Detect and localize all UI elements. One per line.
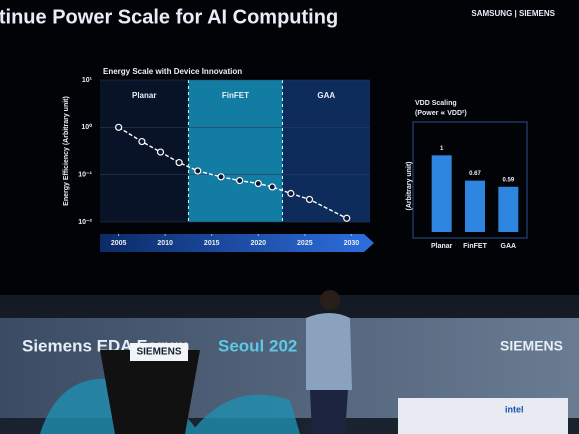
data-point [268,183,276,191]
x-tick-label: GAA [501,243,517,250]
data-point [236,176,244,185]
banner-city: Seoul 202 [218,336,297,355]
logos: SAMSUNG | SIEMENS [471,9,555,18]
x-axis-band [100,234,374,252]
data-point [287,189,295,198]
value-label: 1 [440,146,444,152]
x-tick-label: 2010 [157,240,173,247]
region-label: FinFET [222,91,249,100]
x-tick-label: 2020 [250,240,266,247]
x-tick-label: Planar [431,243,453,250]
y-tick-label: 10⁰ [81,123,92,131]
slide-title: Continue Power Scale for AI Computing [0,6,338,28]
speaker [306,290,352,434]
x-tick-label: 2025 [297,240,313,247]
chart-title: VDD Scaling [415,100,457,107]
value-label: 0.59 [502,177,514,183]
data-point [254,179,262,188]
chart-title: Energy Scale with Device Innovation [103,67,242,76]
x-tick-label: 2015 [204,240,220,247]
data-point [194,167,202,175]
x-tick-label: 2005 [111,240,127,247]
sponsor: intel [505,404,524,414]
y-axis-label: Energy Efficiency (Arbitrary unit) [63,96,70,206]
y-tick-label: 10⁻¹ [78,172,92,179]
bar [498,186,519,232]
data-point [175,158,183,167]
data-point [217,173,225,181]
bar [431,155,452,232]
data-point [138,137,146,146]
banner-right: SIEMENS [500,338,563,354]
bar-frame [412,121,528,239]
region [188,80,283,222]
y-tick-label: 10¹ [82,77,93,84]
data-point [305,195,314,204]
region [282,80,370,222]
chart-subtitle: (Power ∝ VDD²) [415,110,467,117]
region [100,80,189,222]
data-point [343,214,351,222]
value-label: 0.67 [469,171,481,177]
podium-sign [130,343,188,361]
data-point [156,148,165,156]
data-point [115,123,123,131]
bar [465,180,485,232]
x-tick-label: 2030 [344,240,360,247]
y-tick-label: 10⁻² [78,219,92,226]
podium [100,350,200,434]
podium-text: SIEMENS [136,347,181,358]
region-label: GAA [317,91,335,100]
y-axis-label: (Arbitrary unit) [406,162,413,211]
x-tick-label: FinFET [463,243,487,250]
sponsor-board [398,398,568,434]
region-label: Planar [132,91,156,100]
